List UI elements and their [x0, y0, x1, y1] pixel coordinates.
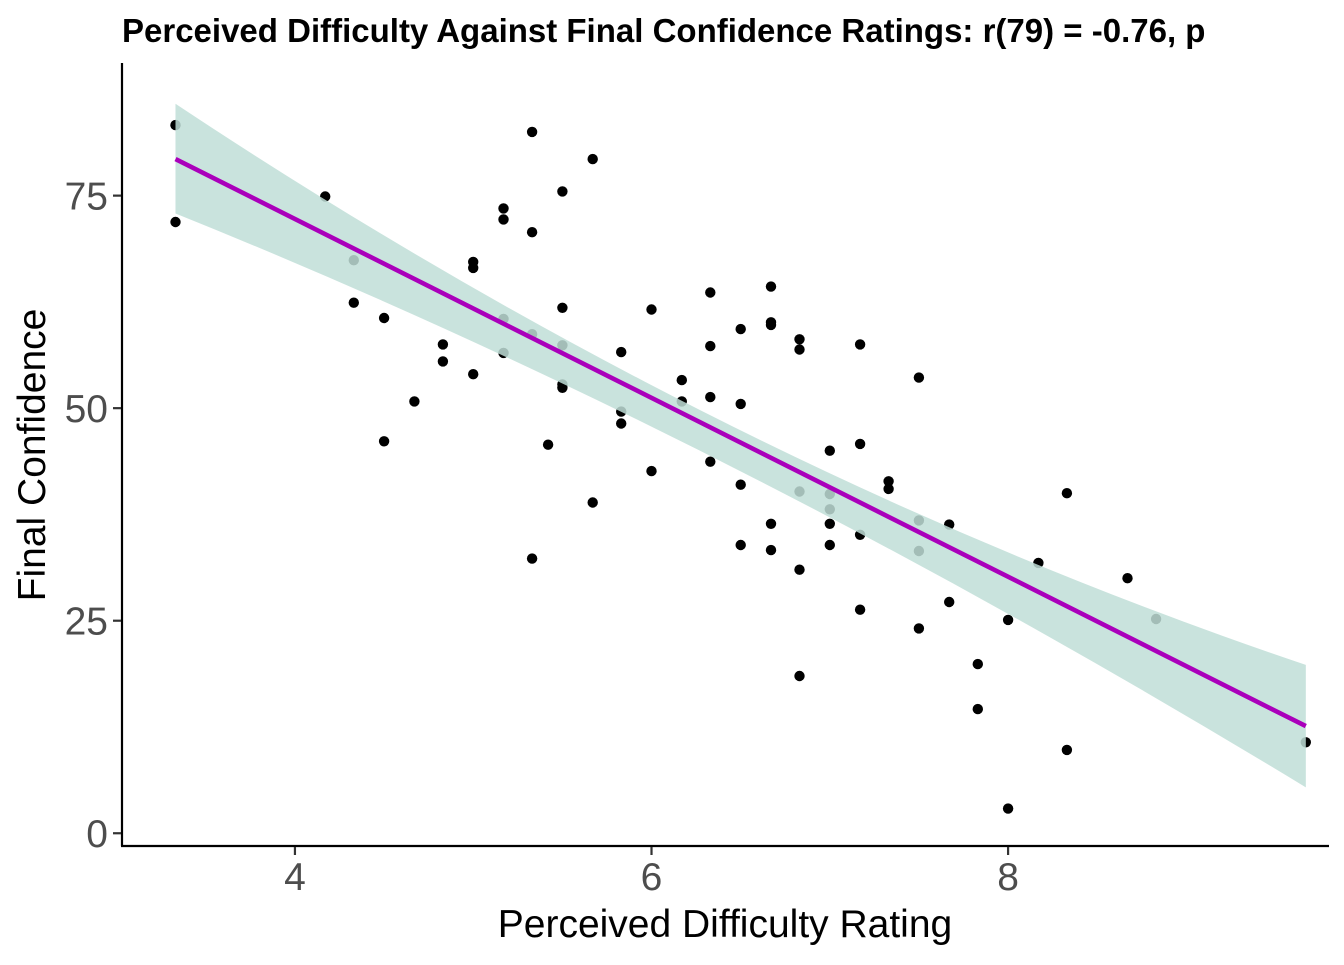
confidence-band	[175, 103, 1306, 788]
data-point	[646, 304, 657, 315]
data-point	[735, 479, 746, 490]
chart-title: Perceived Difficulty Against Final Confi…	[122, 12, 1205, 49]
data-point	[735, 398, 746, 410]
data-point	[705, 456, 716, 467]
data-point	[557, 302, 568, 313]
data-point	[944, 596, 955, 608]
data-point	[437, 339, 449, 350]
x-tick-label: 8	[997, 856, 1019, 899]
data-point	[378, 436, 390, 447]
data-point	[854, 604, 866, 615]
x-tick-label: 4	[284, 856, 306, 899]
data-point	[972, 658, 983, 670]
data-point	[1002, 803, 1014, 814]
data-point	[468, 369, 479, 380]
data-point	[616, 346, 627, 358]
data-point	[913, 372, 925, 383]
data-point	[526, 553, 538, 564]
y-tick-label: 75	[65, 176, 108, 219]
regression-line-layer	[174, 103, 1307, 788]
data-point	[824, 445, 835, 456]
data-point	[1061, 744, 1073, 756]
data-point	[794, 670, 805, 682]
data-point	[526, 126, 538, 138]
data-point	[883, 483, 894, 495]
data-point	[794, 344, 805, 355]
data-point	[468, 262, 479, 274]
y-tick-label: 0	[86, 813, 108, 856]
y-tick-label: 25	[65, 601, 108, 644]
data-point	[705, 287, 716, 298]
data-point	[705, 391, 716, 403]
data-point	[676, 374, 687, 386]
data-point	[765, 518, 777, 529]
data-point	[735, 539, 746, 551]
y-tick-label: 50	[65, 388, 108, 431]
x-axis-ticks: 4 6 8	[284, 847, 1019, 899]
x-tick-label: 6	[641, 856, 663, 899]
data-point	[705, 340, 716, 352]
data-point	[794, 564, 805, 575]
data-point	[765, 281, 777, 292]
data-point	[348, 297, 359, 308]
data-point	[854, 438, 866, 450]
y-axis-ticks: 0 25 50 75	[65, 176, 121, 856]
data-point	[883, 476, 894, 487]
data-point	[557, 186, 568, 197]
data-point	[526, 227, 538, 238]
data-point	[913, 623, 925, 634]
data-point	[587, 153, 598, 165]
data-point	[1061, 488, 1073, 499]
data-point	[1122, 573, 1133, 584]
data-points-layer	[170, 119, 1312, 814]
data-point	[765, 319, 777, 331]
data-point	[794, 334, 805, 345]
data-point	[587, 497, 598, 508]
data-point	[437, 356, 449, 367]
data-point	[378, 312, 390, 324]
data-point	[498, 214, 509, 225]
data-point	[824, 518, 835, 529]
data-point	[765, 544, 777, 556]
data-point	[1002, 614, 1014, 626]
data-point	[854, 339, 866, 350]
data-point	[824, 539, 835, 551]
data-point	[542, 439, 554, 450]
data-point	[646, 465, 657, 477]
y-axis-title: Final Confidence	[11, 309, 54, 602]
data-point	[498, 203, 509, 214]
regression-line	[174, 157, 1307, 729]
x-axis-title: Perceived Difficulty Rating	[498, 903, 952, 946]
data-point	[616, 418, 627, 429]
data-point	[972, 703, 983, 715]
data-point	[409, 396, 420, 407]
data-point	[170, 216, 181, 228]
data-point	[735, 323, 746, 335]
data-point	[557, 382, 568, 393]
